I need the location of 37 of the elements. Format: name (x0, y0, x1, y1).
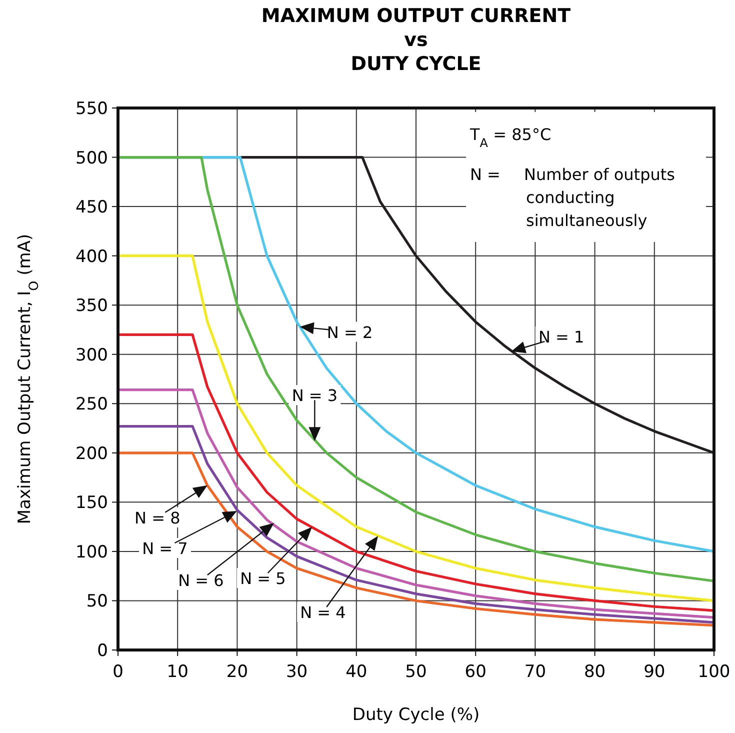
x-tick-label: 90 (644, 662, 666, 682)
x-axis-title: Duty Cycle (%) (352, 705, 480, 725)
y-tick-label: 550 (76, 99, 108, 119)
x-tick-label: 80 (584, 662, 606, 682)
y-tick-label: 500 (76, 148, 108, 168)
annotation: N = 5 (240, 569, 286, 588)
x-tick-label: 20 (226, 662, 248, 682)
x-tick-label: 40 (346, 662, 368, 682)
y-tick-label: 100 (76, 542, 108, 562)
y-tick-label: 50 (86, 592, 108, 612)
line-series (116, 388, 716, 619)
line-series (116, 254, 716, 602)
x-tick-label: 50 (405, 662, 427, 682)
y-tick-label: 250 (76, 394, 108, 415)
x-tick-label: 100 (698, 662, 730, 682)
annotation: N = 1 (538, 327, 584, 346)
annotation: N = 6 (178, 571, 224, 590)
annotation: N = 7 (142, 539, 188, 558)
y-tick-label: 300 (76, 345, 108, 366)
x-tick-label: 0 (112, 662, 124, 682)
x-tick-label: 70 (524, 662, 546, 682)
annotation: N = 4 (300, 603, 346, 622)
y-tick-label: 200 (76, 444, 108, 464)
annotation: N = 3 (292, 386, 338, 406)
annotation: T$_{A}$ = 85°C (469, 125, 552, 150)
annotation: N = 8 (134, 508, 180, 528)
x-tick-label: 60 (464, 662, 486, 682)
x-tick-label: 10 (166, 662, 188, 682)
annotation: N = 2 (326, 322, 373, 342)
y-tick-label: 0 (97, 641, 108, 661)
y-tick-label: 350 (76, 296, 108, 316)
y-tick-label: 150 (76, 493, 108, 514)
text: N = Number of outputs conducting simultaneously (470, 165, 675, 230)
y-tick-label: 450 (76, 198, 108, 218)
y-tick-label: 400 (76, 246, 108, 267)
chart-title: MAXIMUM OUTPUT CURRENT vs DUTY CYCLE (261, 5, 571, 75)
x-tick-label: 30 (286, 662, 308, 682)
